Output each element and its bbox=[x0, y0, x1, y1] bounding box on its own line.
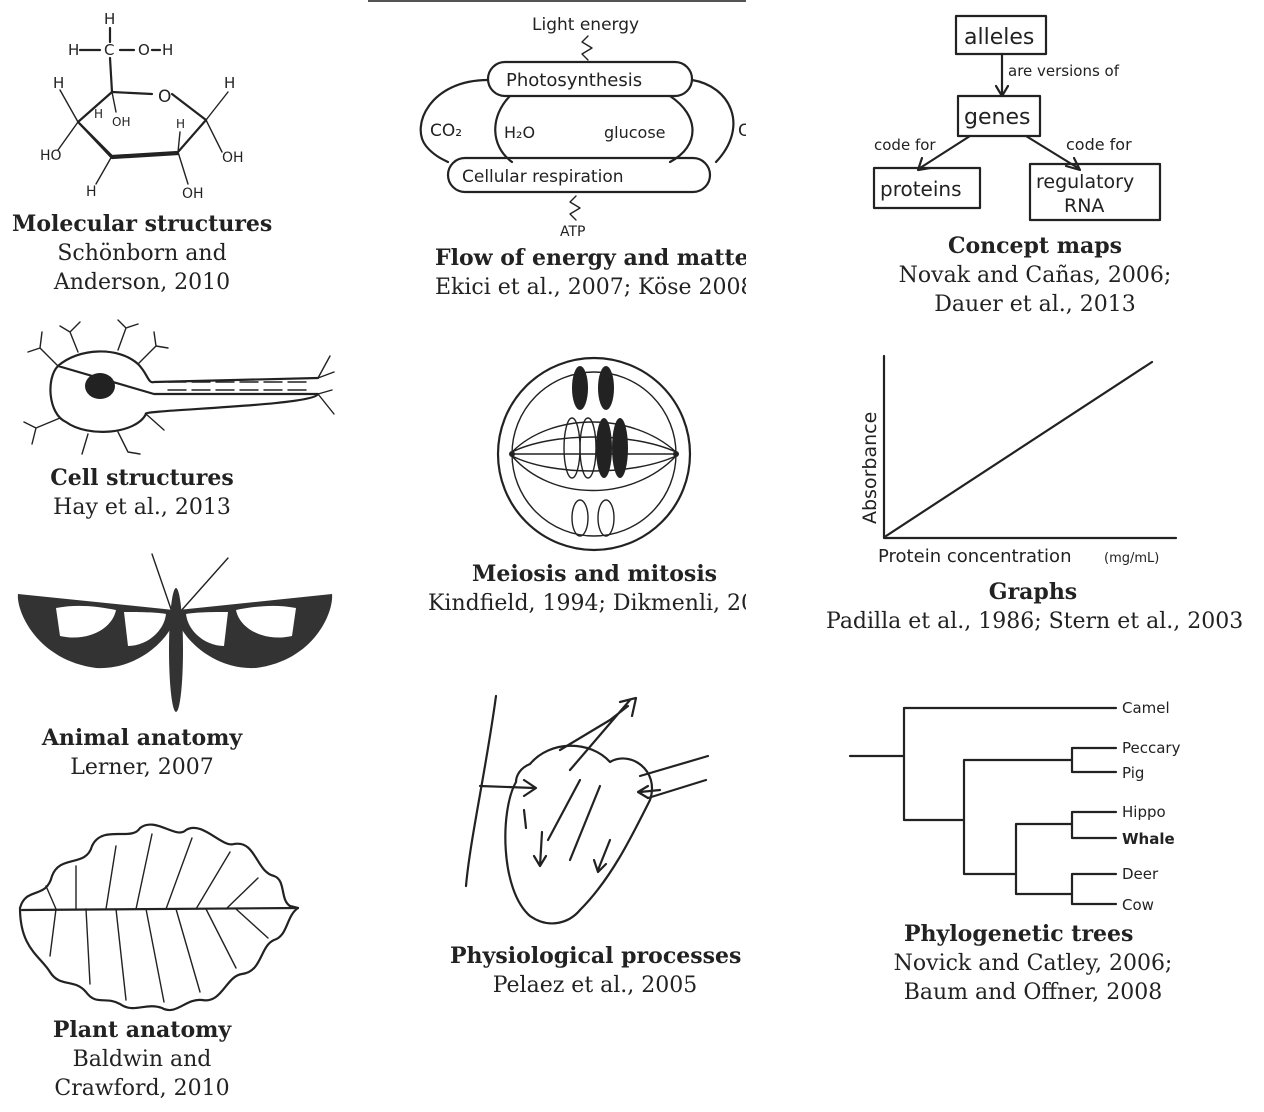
cite-meiosis: Kindfield, 1994; Dikmenli, 2010 bbox=[428, 591, 746, 616]
atom-o-hydroxyl: O bbox=[138, 41, 150, 59]
title-graph: Graphs bbox=[988, 579, 1078, 605]
title-animal: Animal anatomy bbox=[41, 725, 243, 751]
label-co2: CO₂ bbox=[430, 121, 462, 141]
atom-h-left: H bbox=[68, 41, 79, 59]
title-cell: Cell structures bbox=[50, 465, 234, 491]
atom-oh-c3: OH bbox=[182, 186, 204, 202]
atom-h-c2: H bbox=[94, 107, 103, 121]
label-proteins: proteins bbox=[880, 177, 962, 201]
caption-cell: Cell structures Hay et al., 2013 bbox=[12, 464, 272, 522]
label-glucose: glucose bbox=[604, 123, 666, 142]
phylogenetic-tree: Camel Peccary Pig Hippo Whale Deer Cow bbox=[848, 699, 1181, 914]
atom-h-hydroxyl: H bbox=[162, 41, 173, 59]
glucose-structure-drawing: H H C O H H O H H OH H HO OH H OH bbox=[40, 10, 244, 202]
mitosis-cell-drawing bbox=[496, 356, 692, 552]
heart-drawing bbox=[464, 694, 710, 925]
caption-molecular: Molecular structures Schönborn and Ander… bbox=[12, 210, 272, 297]
label-atp: ATP bbox=[560, 224, 585, 240]
caption-plant: Plant anatomy Baldwin and Crawford, 2010 bbox=[12, 1016, 272, 1103]
label-code-for-left: code for bbox=[874, 136, 936, 154]
node-cellular-respiration bbox=[446, 156, 712, 194]
label-rna: RNA bbox=[1064, 195, 1104, 217]
top-rule bbox=[368, 0, 746, 2]
label-alleles: alleles bbox=[964, 25, 1034, 50]
caption-meiosis: Meiosis and mitosis Kindfield, 1994; Dik… bbox=[428, 560, 746, 618]
label-photosynthesis: Photosynthesis bbox=[506, 70, 642, 91]
atom-h-c1b: H bbox=[86, 184, 97, 200]
cite-concept-1: Novak and Cañas, 2006; bbox=[898, 263, 1172, 288]
title-molecular: Molecular structures bbox=[12, 211, 273, 237]
title-concept: Concept maps bbox=[947, 233, 1123, 259]
title-physio: Physiological processes bbox=[450, 943, 742, 969]
cite-physio: Pelaez et al., 2005 bbox=[492, 973, 698, 998]
cite-graph: Padilla et al., 1986; Stern et al., 2003 bbox=[826, 609, 1244, 634]
graph-xunit: (mg/mL) bbox=[1104, 551, 1159, 566]
cite-energy: Ekici et al., 2007; Köse 2008 bbox=[435, 275, 746, 300]
atom-h-c5: H bbox=[224, 74, 235, 92]
butterfly-drawing bbox=[17, 553, 333, 712]
cite-plant-2: Crawford, 2010 bbox=[54, 1076, 230, 1101]
neuron-drawing bbox=[23, 319, 335, 455]
cite-phylo-2: Baum and Offner, 2008 bbox=[903, 980, 1163, 1005]
cite-cell: Hay et al., 2013 bbox=[53, 495, 231, 520]
concept-map-diagram: alleles are versions of genes code for c… bbox=[872, 14, 1162, 222]
node-proteins bbox=[872, 166, 982, 210]
atom-h-top: H bbox=[104, 10, 115, 28]
taxon-camel: Camel bbox=[1122, 699, 1170, 717]
caption-concept: Concept maps Novak and Cañas, 2006; Daue… bbox=[870, 232, 1200, 319]
caption-graph: Graphs Padilla et al., 1986; Stern et al… bbox=[826, 578, 1244, 636]
title-plant: Plant anatomy bbox=[52, 1017, 232, 1043]
cite-phylo-1: Novick and Catley, 2006; bbox=[893, 951, 1173, 976]
cite-concept-2: Dauer et al., 2013 bbox=[934, 292, 1136, 317]
label-o2: O₂ bbox=[738, 121, 746, 141]
atom-h-c1: H bbox=[53, 74, 64, 92]
node-regulatory-rna bbox=[1028, 162, 1162, 222]
taxon-whale: Whale bbox=[1122, 830, 1175, 848]
taxon-peccary: Peccary bbox=[1122, 739, 1181, 757]
energy-flow-diagram: Light energy Photosynthesis CO₂ H₂O gluc… bbox=[419, 15, 746, 240]
graph-axes bbox=[882, 354, 1178, 540]
taxon-pig: Pig bbox=[1122, 764, 1144, 782]
taxon-deer: Deer bbox=[1122, 865, 1159, 883]
absorbance-graph: Absorbance Protein concentration (mg/mL) bbox=[859, 354, 1178, 567]
title-phylo: Phylogenetic trees bbox=[904, 921, 1134, 947]
taxon-hippo: Hippo bbox=[1122, 803, 1166, 821]
label-h2o: H₂O bbox=[504, 123, 535, 142]
label-code-for-right: code for bbox=[1066, 135, 1132, 154]
node-genes bbox=[956, 94, 1042, 138]
atom-c: C bbox=[104, 41, 114, 59]
caption-energy: Flow of energy and matter Ekici et al., … bbox=[435, 244, 746, 302]
title-meiosis: Meiosis and mitosis bbox=[472, 561, 718, 587]
middle-column: Light energy Photosynthesis CO₂ H₂O gluc… bbox=[360, 0, 746, 1112]
taxon-cow: Cow bbox=[1122, 896, 1154, 914]
atom-o-ring: O bbox=[158, 87, 171, 107]
label-genes: genes bbox=[964, 105, 1030, 130]
caption-phylo: Phylogenetic trees Novick and Catley, 20… bbox=[868, 920, 1198, 1007]
atom-oh-c4: OH bbox=[222, 150, 244, 166]
label-cellular-respiration: Cellular respiration bbox=[462, 167, 624, 187]
cite-plant-1: Baldwin and bbox=[72, 1047, 212, 1072]
graph-ylabel: Absorbance bbox=[859, 412, 881, 524]
atom-oh-c2: OH bbox=[112, 115, 130, 129]
label-light-energy: Light energy bbox=[532, 15, 639, 35]
cite-animal: Lerner, 2007 bbox=[70, 755, 214, 780]
graph-xlabel: Protein concentration bbox=[878, 546, 1071, 567]
label-regulatory: regulatory bbox=[1036, 171, 1134, 193]
graph-line bbox=[884, 360, 1154, 538]
tree-branches bbox=[848, 706, 1118, 906]
cite-molecular-1: Schönborn and bbox=[57, 241, 227, 266]
title-energy: Flow of energy and matter bbox=[435, 245, 746, 271]
oak-leaf-drawing bbox=[18, 823, 300, 1011]
atom-ho-c1: HO bbox=[40, 148, 62, 164]
caption-animal: Animal anatomy Lerner, 2007 bbox=[12, 724, 272, 782]
caption-physio: Physiological processes Pelaez et al., 2… bbox=[450, 942, 742, 1000]
atom-h-c3: H bbox=[176, 117, 185, 131]
cite-molecular-2: Anderson, 2010 bbox=[53, 270, 231, 295]
label-are-versions-of: are versions of bbox=[1008, 62, 1120, 80]
